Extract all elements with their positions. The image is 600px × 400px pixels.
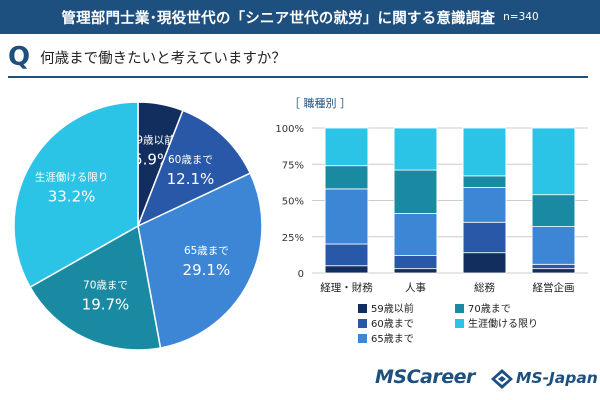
legend-label: 59歳以前 [371, 302, 414, 315]
bar-segment [324, 165, 369, 190]
brand-mscareer: MSCareer [375, 366, 475, 388]
pie-slice-value: 19.7% [82, 296, 130, 314]
pie-slice-value: 29.1% [183, 261, 231, 279]
y-tick-label: 25% [282, 233, 304, 244]
y-tick-label: 100% [275, 124, 304, 135]
legend-label: 生涯働ける限り [468, 317, 538, 330]
pie-slice-value: 33.2% [48, 187, 96, 205]
y-tick-label: 75% [282, 160, 304, 171]
bar-segment [531, 194, 576, 227]
x-category-label: 経理・財務 [320, 281, 373, 294]
legend-swatch [358, 334, 367, 343]
pie-slice-label: 60歳まで [168, 154, 213, 166]
brand-ms-japan: MS-Japan [516, 369, 598, 387]
x-category-label: 経営企画 [533, 281, 575, 294]
bar-segment [531, 127, 576, 196]
bar-segment [462, 175, 507, 188]
legend-swatch [455, 319, 464, 328]
ms-japan-logo-icon [491, 369, 513, 389]
x-category-label: 人事 [405, 281, 426, 294]
pie-slice [136, 109, 252, 228]
x-category-label: 総務 [474, 281, 495, 294]
pie-slice [13, 101, 139, 289]
bar-segment [393, 268, 438, 274]
pie-slice-label: 65歳まで [184, 245, 229, 257]
pie-slice-label: 生涯働ける限り [35, 170, 109, 183]
bar-segment [462, 127, 507, 177]
bar-segment [462, 221, 507, 254]
page-title: 管理部門士業･現役世代の「シニア世代の就労」に関する意識調査 [61, 10, 496, 27]
bar-segment [324, 127, 369, 167]
legend-swatch [358, 304, 367, 313]
bar-segment [531, 226, 576, 265]
bar-segment [531, 268, 576, 274]
bar-segment [393, 127, 438, 171]
pie-slice [137, 172, 263, 349]
bar-segment [531, 263, 576, 270]
question-divider [8, 76, 588, 78]
bar-segment [324, 265, 369, 274]
y-tick-label: 0 [298, 269, 304, 280]
pie-chart: 59歳以前5.9%60歳まで12.1%65歳まで29.1%70歳まで19.7%生… [13, 101, 263, 351]
bar-segment [393, 169, 438, 214]
header-bar: 管理部門士業･現役世代の「シニア世代の就労」に関する意識調査 n=340 [0, 0, 600, 34]
legend-label: 70歳まで [468, 303, 511, 315]
stacked-bar-chart: ［ 職種別 ］ 0 25% 50% 75% 100% 経理・財務 人事 総務 経営企画 59歳以前 7… [275, 96, 588, 345]
question-row: Q 何歳まで働きたいと考えていますか？ [8, 42, 286, 72]
pie-slice-label: 59歳以前 [130, 133, 175, 146]
bar-segment [393, 255, 438, 270]
legend-label: 60歳まで [371, 318, 414, 330]
y-tick-label: 50% [282, 197, 304, 208]
bar-segment [324, 243, 369, 267]
legend-swatch [358, 319, 367, 328]
bar-chart-title: ［ 職種別 ］ [289, 96, 351, 110]
legend-swatch [455, 304, 464, 313]
bar-segment [462, 252, 507, 274]
legend-label: 65歳まで [371, 333, 414, 345]
pie-slice-value: 12.1% [167, 170, 215, 188]
bar-segment [462, 187, 507, 223]
bar-segment [393, 213, 438, 257]
sample-size: n=340 [503, 11, 539, 23]
bar-segment [324, 188, 369, 245]
pie-slice-label: 70歳まで [83, 280, 128, 292]
pie-slice [29, 224, 162, 351]
question-mark: Q [8, 42, 31, 72]
question-text: 何歳まで働きたいと考えていますか？ [40, 50, 286, 67]
